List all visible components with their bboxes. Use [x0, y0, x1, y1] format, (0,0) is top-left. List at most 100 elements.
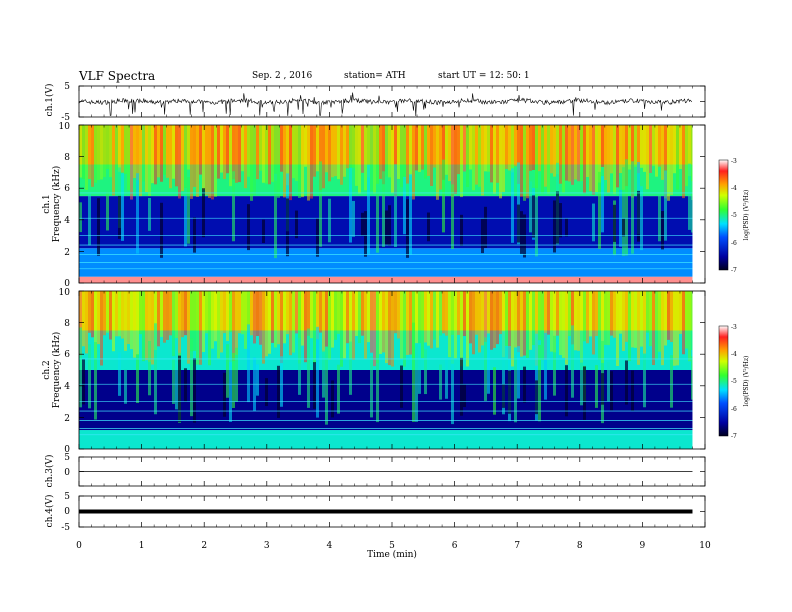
ch2-spectrogram-column: [565, 365, 568, 417]
ch2-spectrogram-column: [151, 291, 154, 365]
ch2-spectrogram-column: [337, 291, 340, 334]
ch4-wave-ytick-0: 0: [64, 507, 70, 517]
ch1-spectrogram-column: [337, 125, 340, 180]
ch1-spectrogram-column: [139, 125, 142, 197]
ch2-spectrogram-column: [604, 291, 607, 345]
ch2-spectrogram-column: [568, 291, 571, 337]
ch1-spec-ytick-8: 8: [64, 153, 70, 163]
ch2-spectrogram-column: [322, 350, 325, 398]
ch2-spectrogram-column: [313, 291, 316, 364]
ch2-spectrogram-column: [421, 291, 424, 359]
ch2-spectrogram-column: [163, 291, 166, 343]
ch1-spectrogram-column: [688, 163, 691, 230]
ch2-spectrogram-column: [472, 291, 475, 355]
start-time-label: start UT = 12: 50: 1: [438, 71, 530, 81]
ch2-spectrogram-column: [667, 291, 670, 340]
ch2-spectrogram-column: [361, 291, 364, 336]
ch2-spectrogram-column: [460, 357, 463, 416]
ch2-spectrogram-column: [418, 291, 421, 344]
ch1-spectrogram-column: [163, 125, 166, 175]
ch1-spectrogram-column: [565, 218, 568, 237]
ch2-spectrogram-column: [325, 346, 328, 425]
ch1-spectrogram-column: [361, 212, 364, 237]
ch1-spectrogram-column: [322, 125, 325, 189]
ch2-spectrogram-column: [439, 291, 442, 336]
ch1-spectrogram-column: [229, 125, 232, 187]
time-tick-label: 2: [201, 541, 207, 551]
ch1-spectrogram-column: [661, 211, 664, 250]
ch1-spectrogram-ylabel: Frequency (kHz): [51, 166, 62, 243]
ch2-spectrogram-column: [652, 291, 655, 366]
ch1-spectrogram-column: [430, 125, 433, 186]
ch1-spectrogram-column: [628, 125, 631, 170]
ch2-spectrogram-column: [205, 291, 208, 334]
ch1-spectrogram-column: [427, 125, 430, 176]
ch2-spectrogram-column: [226, 344, 229, 398]
ch1-spectrogram-column: [175, 125, 178, 187]
ch1-spectrogram-column: [250, 125, 253, 201]
ch2-spectrogram-column: [274, 291, 277, 348]
ch2-spectrogram-column: [136, 354, 139, 404]
ch2-spectrogram-column: [502, 384, 505, 408]
ch1-spectrogram-column: [484, 125, 487, 172]
ch1-spectrogram-column: [664, 125, 667, 199]
ch1-spectrogram-column: [409, 125, 412, 176]
ch2-spectrogram-column: [559, 291, 562, 356]
ch1-spectrogram-column: [532, 125, 535, 170]
ch1-spectrogram-column: [304, 125, 307, 167]
ch1-spectrogram-column: [247, 204, 250, 251]
ch1-spectrogram-column: [115, 125, 118, 170]
ch1-spectrogram-column: [184, 195, 187, 247]
ch2-spectrogram-column: [496, 291, 499, 345]
ch2-spectrogram-column: [514, 357, 517, 423]
ch2-spectrogram-column: [631, 370, 634, 412]
ch2-spectrogram-column: [571, 325, 574, 398]
ch1-spectrogram-column: [277, 125, 280, 198]
ch1-spectrogram-column: [355, 125, 358, 186]
ch1-spectrogram-column: [466, 125, 469, 188]
ch2-spectrogram-column: [334, 291, 337, 340]
ch1-waveform-ylabel: ch.1(V): [44, 84, 55, 117]
ch2-spectrogram-column: [298, 337, 301, 395]
ch2-spectrogram-column: [583, 366, 586, 420]
ch2-spectrogram-column: [373, 291, 376, 367]
ch1-spectrogram-column: [118, 125, 121, 172]
ch2-spectrogram-column: [148, 291, 151, 362]
ch1-spectrogram-column: [121, 125, 124, 173]
ch1-spectrogram-column: [520, 125, 523, 197]
ch2-spectrogram-column: [193, 358, 196, 423]
ch2-spec-ytick-4: 4: [64, 382, 70, 392]
ch2-spectrogram-column: [550, 291, 553, 352]
time-tick-label: 7: [514, 541, 520, 551]
ch1-spectrogram-column: [556, 125, 559, 175]
ch1-spectrogram-column: [172, 125, 175, 179]
ch2-spectrogram-column: [232, 291, 235, 361]
ch4-wave-ytick-5: 5: [64, 492, 70, 502]
ch1-cbar-tick-neg3: -3: [731, 158, 737, 165]
ch2-spectrogram-column: [439, 364, 442, 400]
ch4-wave-ytick-neg5: -5: [61, 523, 70, 533]
ch1-spectrogram-column: [211, 125, 214, 200]
ch1-spectrogram-column: [145, 125, 148, 193]
ch2-cbar-tick-neg4: -4: [731, 351, 737, 358]
ch2-spectrogram-column: [517, 346, 520, 399]
ch2-spectrogram-column: [316, 291, 319, 340]
time-tick-label: 10: [699, 541, 711, 551]
ch2-spectrogram-column: [169, 291, 172, 336]
ch1-spectrogram-column: [619, 125, 622, 174]
ch1-spectrogram-column: [193, 125, 196, 187]
ch2-spectrogram-column: [562, 291, 565, 358]
ch1-spectrogram-column: [307, 125, 310, 201]
ch2-spectrogram-column: [640, 291, 643, 347]
ch1-spectrogram-column: [364, 125, 367, 191]
ch2-spectrogram-column: [565, 291, 568, 365]
ch2-spectrogram-column: [157, 291, 160, 347]
ch2-spectrogram-column: [331, 380, 334, 418]
ch1-spectrogram-column: [511, 125, 514, 173]
ch1-spectrogram-column: [151, 125, 154, 184]
ch1-spectrogram-column: [538, 125, 541, 172]
ch2-spectrogram-column: [82, 291, 85, 347]
ch1-spectrogram-band-0: [79, 276, 693, 283]
ch1-spectrogram-column: [427, 212, 430, 242]
ch2-spectrogram-column: [385, 291, 388, 364]
